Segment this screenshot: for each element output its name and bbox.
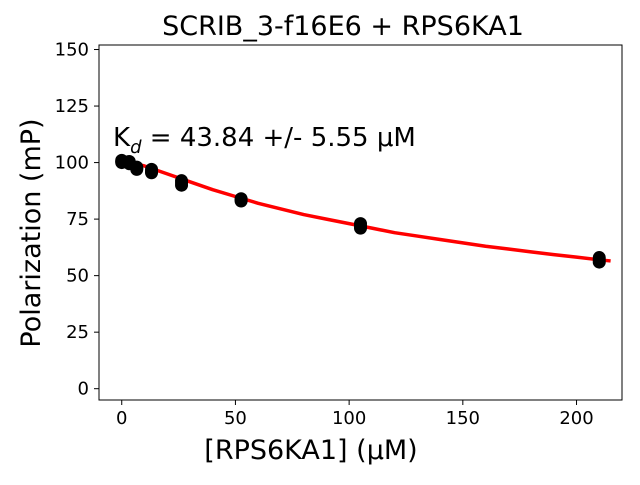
points-layer: [115, 153, 606, 269]
kd-annotation: Kd = 43.84 +/- 5.55 μM: [113, 123, 416, 158]
y-tick-label: 50: [66, 266, 89, 287]
kd-value: = 43.84 +/- 5.55 μM: [142, 123, 416, 153]
fit-layer: [121, 158, 611, 263]
chart-title: SCRIB_3-f16E6 + RPS6KA1: [162, 11, 524, 42]
x-axis-label: [RPS6KA1] (μM): [204, 435, 417, 466]
data-point: [354, 221, 367, 235]
y-axis: 0 25 50 75 100 125 150: [55, 40, 99, 400]
data-point: [130, 162, 144, 176]
plot-area: Kd = 43.84 +/- 5.55 μM: [98, 44, 623, 401]
x-tick-label: 100: [332, 408, 366, 429]
x-tick-label: 50: [224, 408, 247, 429]
y-tick-label: 125: [55, 96, 89, 117]
data-point: [145, 166, 159, 180]
data-point: [234, 194, 248, 208]
data-point: [175, 178, 189, 192]
y-tick-label: 150: [55, 40, 89, 61]
y-tick-label: 75: [66, 209, 89, 230]
x-tick-label: 150: [446, 408, 480, 429]
kd-subscript: d: [130, 137, 142, 158]
kd-symbol: K: [113, 123, 131, 153]
x-tick-label: 200: [559, 408, 593, 429]
plot-frame: [98, 44, 623, 401]
x-tick-label: 0: [116, 408, 127, 429]
y-tick-label: 0: [78, 379, 89, 400]
data-point: [592, 255, 606, 269]
y-axis-label: Polarization (mP): [16, 118, 47, 347]
y-tick-label: 100: [55, 153, 89, 174]
y-tick-label: 25: [66, 322, 89, 343]
fit-curve: [121, 158, 611, 263]
x-axis: 0 50 100 150 200: [116, 400, 594, 429]
